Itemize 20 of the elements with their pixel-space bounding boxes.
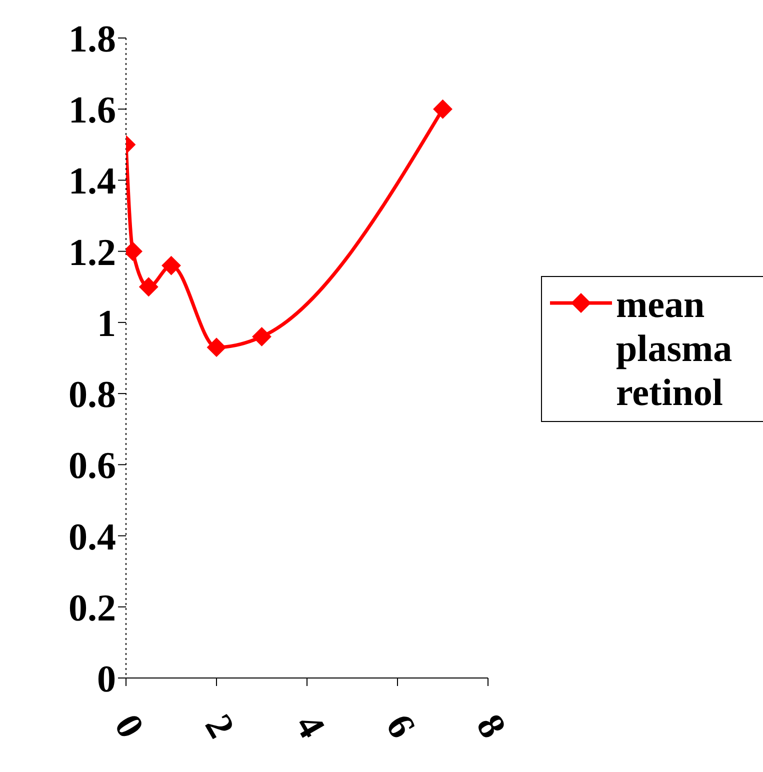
legend-label: mean plasma retinol (616, 283, 734, 415)
y-tick-label: 1 (97, 302, 116, 345)
x-tick-label: 2 (196, 708, 242, 746)
y-tick-label: 0 (97, 658, 116, 700)
y-tick-label: 0.6 (68, 445, 116, 488)
y-tick-label: 1.4 (68, 160, 116, 203)
point (207, 338, 226, 357)
point (139, 277, 158, 296)
point (252, 327, 272, 346)
y-tick-label: 1.8 (68, 18, 116, 60)
y-tick-label: 0.8 (68, 374, 116, 416)
point (162, 256, 181, 276)
x-tick-label: 4 (286, 708, 333, 746)
x-tick-label: 6 (377, 708, 424, 746)
y-tick-label: 0.4 (68, 516, 116, 558)
y-tick-label: 1.2 (68, 232, 116, 274)
y-tick-label: 0.2 (68, 587, 116, 630)
point (433, 100, 452, 119)
x-tick-label: 8 (468, 708, 514, 746)
y-tick-label: 1.6 (68, 90, 116, 132)
